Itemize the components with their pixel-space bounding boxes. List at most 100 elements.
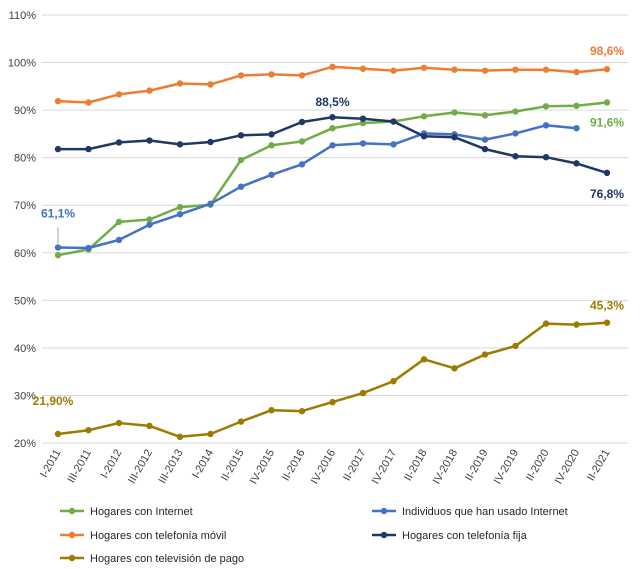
data-point — [420, 113, 428, 120]
data-point — [329, 63, 336, 71]
data-label: 88,5% — [315, 95, 349, 109]
series-line — [57, 321, 608, 439]
x-tick-label: III-2013 — [157, 448, 186, 486]
data-point — [359, 65, 367, 72]
data-point — [54, 251, 62, 259]
y-tick-label: 80% — [14, 153, 36, 165]
legend-item: Hogares con Internet — [60, 506, 193, 518]
legend-swatch-marker — [68, 554, 76, 562]
data-label: 21,90% — [33, 394, 74, 408]
data-point — [237, 156, 245, 164]
data-point — [359, 115, 367, 122]
data-point — [390, 141, 397, 148]
data-point — [237, 132, 245, 139]
x-tick-label: IV-2019 — [492, 448, 521, 487]
data-point — [207, 81, 214, 88]
x-tick-label: IV-2018 — [431, 448, 460, 487]
data-point — [329, 114, 336, 121]
data-point — [54, 97, 62, 105]
legend-item: Hogares con telefonía fija — [372, 530, 528, 542]
data-point — [481, 67, 489, 74]
x-tick-label: I-2014 — [190, 448, 216, 481]
legend-label: Hogares con telefonía fija — [402, 530, 528, 542]
data-point — [573, 102, 580, 110]
data-point — [329, 398, 336, 406]
x-tick-label: IV-2020 — [553, 448, 582, 487]
legend-label: Hogares con telefonía móvil — [90, 530, 226, 542]
data-point — [146, 221, 153, 228]
y-tick-label: 40% — [14, 343, 36, 355]
data-point — [420, 64, 428, 71]
data-point — [542, 122, 550, 129]
y-tick-label: 20% — [14, 438, 36, 450]
data-point — [298, 72, 306, 79]
y-tick-label: 110% — [9, 10, 37, 22]
data-label: 98,6% — [590, 44, 624, 58]
data-point — [542, 320, 550, 327]
y-tick-label: 70% — [14, 200, 36, 212]
data-point — [573, 68, 580, 76]
data-point — [54, 145, 62, 153]
legend-swatch-marker — [68, 531, 76, 539]
x-tick-label: I-2012 — [99, 448, 125, 481]
data-point — [512, 130, 519, 137]
data-point — [268, 131, 275, 138]
legend: Hogares con Internet Individuos que han u… — [60, 506, 568, 565]
gridlines — [42, 14, 628, 444]
data-point — [512, 108, 519, 115]
x-tick-label: II-2017 — [341, 448, 369, 484]
data-point — [85, 426, 92, 434]
series-lines — [54, 63, 611, 441]
data-point — [115, 419, 123, 427]
legend-swatch-marker — [380, 507, 388, 515]
data-point — [451, 134, 458, 141]
data-point — [298, 161, 306, 168]
data-point — [268, 142, 275, 149]
data-point — [115, 139, 123, 146]
data-point — [573, 321, 580, 328]
data-point — [390, 377, 397, 385]
data-annotations: 61,1% 88,5% 98,6% 91,6% 76,8% 45,3% 21,90% — [33, 44, 625, 408]
data-point — [115, 236, 123, 244]
y-tick-label: 60% — [14, 248, 36, 260]
legend-item: Individuos que han usado Internet — [372, 506, 568, 518]
data-point — [176, 433, 184, 441]
data-point — [146, 422, 153, 430]
data-point — [298, 407, 306, 415]
data-point — [359, 389, 367, 397]
data-point — [481, 136, 489, 143]
data-point — [573, 160, 580, 167]
data-label: 45,3% — [590, 299, 624, 313]
data-point — [237, 418, 245, 425]
data-point — [512, 66, 519, 73]
series-line — [57, 124, 577, 250]
x-tick-label: IV-2016 — [309, 448, 338, 487]
data-point — [85, 145, 92, 153]
series-3 — [54, 114, 611, 177]
data-point — [603, 66, 611, 73]
y-tick-label: 50% — [14, 295, 36, 307]
x-tick-label: II-2015 — [219, 448, 247, 484]
data-point — [85, 244, 92, 252]
x-tick-label: I-2011 — [38, 448, 64, 480]
legend-label: Individuos que han usado Internet — [402, 506, 568, 518]
data-point — [390, 118, 397, 125]
data-point — [176, 141, 184, 148]
data-point — [298, 138, 306, 145]
data-point — [176, 80, 184, 87]
data-point — [451, 66, 458, 73]
data-label: 61,1% — [41, 207, 75, 221]
legend-label: Hogares con Internet — [90, 506, 193, 518]
data-point — [146, 137, 153, 144]
data-point — [176, 211, 184, 218]
data-point — [268, 171, 275, 178]
x-tick-label: II-2021 — [585, 448, 613, 484]
x-tick-label: IV-2017 — [370, 448, 399, 487]
x-tick-label: II-2018 — [402, 448, 430, 484]
data-point — [85, 99, 92, 106]
series-2 — [54, 63, 611, 106]
legend-item: Hogares con telefonía móvil — [60, 530, 226, 542]
data-point — [237, 183, 245, 190]
data-point — [115, 91, 123, 98]
